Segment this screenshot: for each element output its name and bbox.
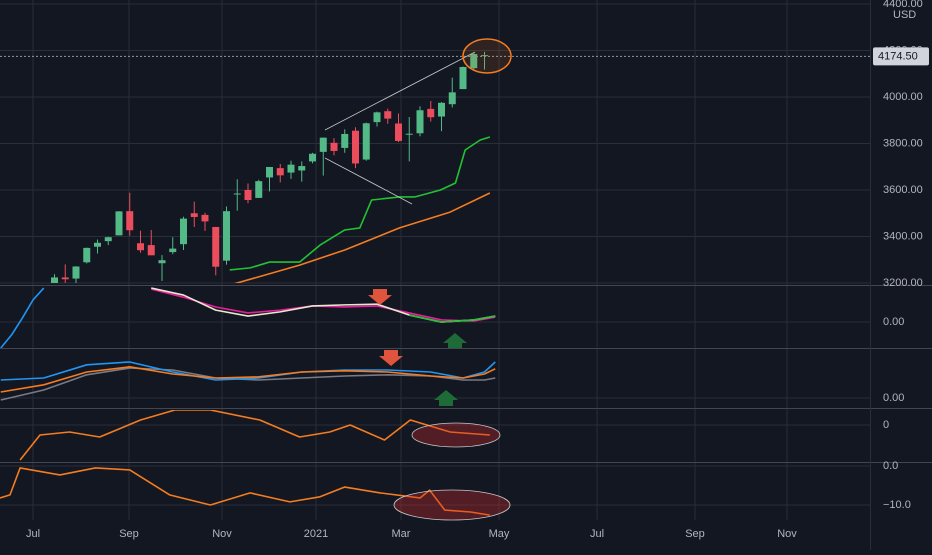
candle-body	[459, 67, 467, 90]
candle-body	[266, 166, 274, 178]
candle-body	[223, 211, 231, 261]
plots	[0, 51, 870, 516]
candle-body	[438, 102, 446, 117]
x-tick-label: May	[489, 528, 510, 540]
indicator-line	[229, 136, 491, 271]
grid	[0, 0, 870, 520]
candle-body	[352, 130, 360, 164]
candle-body	[416, 110, 424, 134]
candle-body	[137, 243, 145, 251]
indicator-line	[19, 410, 490, 461]
down-arrow	[379, 350, 403, 366]
candle-body	[330, 142, 338, 151]
up-arrow	[443, 333, 467, 349]
x-tick-label: 2021	[304, 528, 328, 540]
candle-body	[373, 112, 381, 123]
candle-body	[309, 153, 317, 162]
y-tick-label: 0.0	[883, 460, 898, 472]
candle-body	[448, 92, 456, 105]
pane-4	[0, 467, 491, 516]
indicator-line	[409, 314, 496, 323]
pane-2	[0, 361, 496, 401]
candle-body	[287, 164, 295, 173]
currency-label: USD	[893, 9, 916, 21]
candle-body	[470, 53, 478, 69]
y-tick-label: −10.0	[883, 499, 911, 511]
y-tick-label: 0.00	[883, 392, 904, 404]
candle-body	[201, 214, 209, 222]
y-tick-label: 4000.00	[883, 91, 923, 103]
trend-line	[324, 51, 476, 131]
y-tick-label: 3200.00	[883, 277, 923, 289]
candle-body	[115, 211, 123, 236]
y-tick-label: 3800.00	[883, 137, 923, 149]
candle-body	[341, 133, 349, 148]
candle-body	[405, 133, 413, 135]
y-tick-label: 3400.00	[883, 230, 923, 242]
up-arrow	[434, 390, 458, 406]
y-tick-label: 4400.00	[883, 0, 923, 10]
down-arrow	[368, 289, 392, 305]
candle-body	[104, 237, 112, 242]
pane-1	[0, 287, 496, 348]
axes: USD Jul Sep Nov 2021 Mar May Jul Sep Nov 3200.00 3…	[26, 0, 929, 540]
last-price-label: 4174.50	[878, 50, 918, 62]
x-tick-label: Mar	[391, 528, 410, 540]
trend-line	[324, 157, 413, 205]
candle-body	[83, 247, 91, 263]
x-tick-label: Nov	[777, 528, 797, 540]
candle-body	[395, 123, 403, 141]
candle-body	[244, 189, 252, 200]
x-tick-label: Sep	[119, 528, 139, 540]
x-tick-label: Nov	[212, 528, 232, 540]
indicator-line	[234, 192, 491, 283]
y-tick-label: 3600.00	[883, 184, 923, 196]
pane-3	[19, 410, 490, 461]
candle-body	[51, 277, 59, 283]
candle-body	[298, 166, 306, 171]
indicator-line	[0, 366, 496, 393]
indicator-line	[0, 287, 45, 348]
indicator-line	[0, 467, 491, 516]
highlight-ellipse	[411, 422, 501, 448]
candle-body	[169, 248, 177, 253]
candle-body	[384, 111, 392, 119]
candle-body	[481, 55, 489, 57]
candle-body	[319, 137, 327, 152]
candle-body	[212, 226, 220, 267]
highlight-circle	[462, 38, 512, 74]
y-tick-label: 0.00	[883, 316, 904, 328]
indicator-line	[0, 367, 496, 401]
x-tick-label: Sep	[685, 528, 705, 540]
candle-body	[276, 168, 284, 176]
candle-body	[180, 218, 188, 245]
candle-body	[94, 242, 102, 247]
last-price-box	[873, 47, 929, 66]
candle-body	[190, 213, 198, 217]
candle-body	[362, 123, 370, 160]
candle-body	[72, 266, 80, 279]
indicator-line	[151, 288, 496, 322]
x-tick-label: Jul	[26, 528, 40, 540]
candle-body	[126, 211, 134, 231]
annotations	[324, 38, 512, 521]
x-tick-label: Jul	[590, 528, 604, 540]
candle-body	[427, 108, 435, 118]
y-tick-label: 0	[883, 419, 889, 431]
candle-body	[233, 193, 241, 195]
candle-body	[158, 260, 166, 264]
pane-0	[0, 51, 870, 283]
candle-body	[61, 277, 69, 280]
candle-body	[147, 245, 155, 256]
highlight-ellipse	[393, 489, 511, 521]
candle-body	[255, 181, 263, 198]
